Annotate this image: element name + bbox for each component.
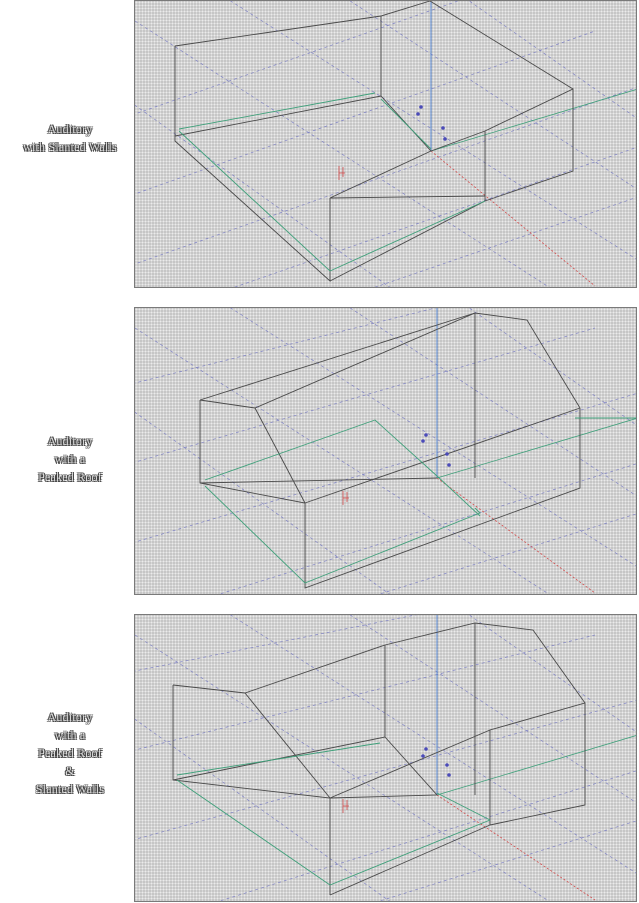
panel-2-x-axis xyxy=(436,477,596,594)
panel-3-receiver-icon xyxy=(342,799,349,813)
panel-1-y-axis xyxy=(430,89,636,152)
panel-3-viewport xyxy=(134,614,637,902)
panel-3-floor-outline xyxy=(176,742,491,886)
panel-2-label-line-3: Peaked Roof xyxy=(38,470,102,484)
panel-3-label: Auditory with a Peaked Roof & Slanted Wa… xyxy=(0,708,140,798)
panel-2-drawing xyxy=(135,308,636,594)
panel-1-x-axis xyxy=(430,150,596,287)
panel-3-grid xyxy=(135,615,636,901)
panel-2-label-line-1: Auditory xyxy=(47,434,93,448)
panel-1-label-line-2: with Slanted Walls xyxy=(23,140,117,154)
panel-3-drawing xyxy=(135,615,636,901)
panel-2-label: Auditory with a Peaked Roof xyxy=(0,432,140,486)
panel-1-label: Auditory with Slanted Walls xyxy=(0,120,140,156)
panel-2-sources xyxy=(421,433,451,467)
panel-3-label-line-2: with a xyxy=(54,728,86,742)
panel-1-floor-outline xyxy=(178,92,486,272)
panel-2-viewport xyxy=(134,307,637,595)
panel-2-room xyxy=(199,312,581,589)
panel-3-x-axis xyxy=(436,794,596,901)
panel-2-grid xyxy=(135,308,636,594)
panel-3-label-line-4: & xyxy=(65,764,75,778)
panel-3-room xyxy=(172,622,586,896)
panel-1-label-line-1: Auditory xyxy=(47,122,93,136)
panel-2-y-axis xyxy=(436,418,636,479)
panel-3-label-line-5: Slanted Walls xyxy=(35,782,105,796)
panel-1-room xyxy=(174,1,574,283)
panel-3-y-axis xyxy=(436,735,636,796)
panel-1-sources xyxy=(416,105,447,141)
panel-2-label-line-2: with a xyxy=(54,452,86,466)
panel-2-receiver-icon xyxy=(342,491,349,505)
panel-3-sources xyxy=(421,747,451,777)
panel-1-receiver-icon xyxy=(338,166,345,180)
panel-3-label-line-1: Auditory xyxy=(47,710,93,724)
panel-2-floor-outline xyxy=(204,417,636,584)
panel-3-label-line-3: Peaked Roof xyxy=(38,746,102,760)
panel-1-drawing xyxy=(135,1,636,287)
panel-1-viewport xyxy=(134,0,637,288)
panel-1-grid xyxy=(135,1,636,287)
